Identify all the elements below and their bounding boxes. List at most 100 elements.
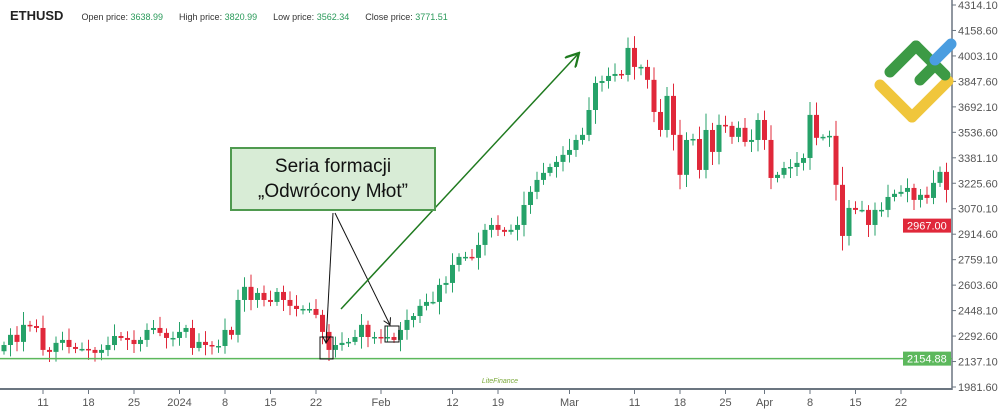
candle-up — [450, 264, 455, 283]
candle-down — [742, 127, 748, 142]
candle-up — [606, 75, 611, 82]
price-tick-label: 2759.10 — [958, 255, 998, 267]
candle-up — [918, 194, 923, 200]
candle-down — [723, 124, 728, 127]
candle-down — [378, 336, 384, 339]
candle-up — [359, 324, 364, 337]
time-tick-label: Apr — [756, 397, 773, 409]
candle-down — [502, 229, 507, 232]
candle-up — [807, 114, 813, 158]
candle-up — [151, 327, 156, 330]
candle-down — [944, 171, 949, 190]
candle-up — [801, 157, 806, 163]
candle-up — [554, 161, 559, 167]
candle-up — [794, 162, 800, 167]
candle-down — [248, 286, 254, 300]
time-tick-label: 19 — [492, 397, 504, 409]
candle-down — [281, 291, 286, 300]
close-price: Close price: 3771.51 — [365, 12, 448, 22]
candle-down — [209, 345, 215, 347]
candle-up — [333, 345, 338, 350]
candle-down — [833, 135, 839, 185]
low-price: Low price: 3562.34 — [273, 12, 349, 22]
candle-down — [313, 308, 319, 315]
open-value: 3638.99 — [130, 12, 164, 22]
candle-up — [567, 149, 572, 155]
candle-down — [157, 327, 163, 333]
time-tick-label: 11 — [37, 397, 48, 409]
candle-down — [73, 346, 78, 349]
candle-down — [729, 125, 735, 137]
candle-up — [60, 339, 65, 343]
candle-up — [625, 47, 631, 75]
candle-down — [86, 348, 91, 351]
price-tick-label: 4314.10 — [958, 0, 998, 12]
candle-down — [294, 305, 299, 309]
watermark-logo: LiteFinance — [482, 378, 518, 385]
price-tick-label: 4158.60 — [958, 25, 998, 37]
candle-down — [677, 134, 683, 175]
candle-up — [105, 345, 111, 350]
price-line-label: 2154.88 — [907, 354, 947, 366]
candle-down — [469, 256, 475, 259]
candle-down — [651, 79, 657, 112]
time-tick-label: 12 — [446, 397, 458, 409]
candle-up — [463, 256, 468, 259]
close-label: Close price: — [365, 12, 413, 22]
candle-up — [99, 349, 104, 353]
open-label: Open price: — [81, 12, 128, 22]
candle-up — [573, 139, 579, 150]
candle-up — [541, 172, 546, 180]
candle-down — [47, 349, 52, 352]
price-tick-label: 3692.10 — [958, 102, 998, 114]
candle-down — [268, 299, 273, 302]
candle-up — [307, 308, 312, 311]
candle-up — [398, 329, 403, 340]
candle-up — [892, 193, 897, 197]
candle-up — [872, 209, 878, 225]
time-tick-label: 8 — [222, 397, 228, 409]
candle-down — [287, 299, 293, 306]
candle-down — [853, 207, 858, 210]
annotation-box: Seria formacji „Odwrócony Młot” — [230, 147, 436, 211]
logo-yellow-stroke — [874, 79, 918, 123]
candle-up — [664, 95, 670, 130]
candle-up — [170, 337, 176, 340]
candle-down — [365, 324, 371, 337]
candle-up — [372, 336, 377, 339]
logo-green-stroke — [884, 40, 922, 78]
time-tick-label: 18 — [82, 397, 94, 409]
candle-up — [788, 166, 793, 169]
candle-up — [404, 319, 410, 330]
logo-blue-stroke — [929, 38, 957, 66]
price-line-label-bg — [903, 351, 951, 366]
low-value: 3562.34 — [316, 12, 350, 22]
candle-down — [125, 337, 130, 340]
candle-up — [905, 187, 910, 192]
price-tick-label: 1981.60 — [958, 382, 998, 394]
candle-up — [339, 342, 345, 346]
candle-down — [762, 119, 767, 140]
price-tick-label: 2137.10 — [958, 357, 998, 369]
price-tick-label: 2448.10 — [958, 306, 998, 318]
price-tick-label: 2603.60 — [958, 280, 998, 292]
time-tick-label: Feb — [372, 397, 391, 409]
candle-down — [924, 194, 930, 198]
candle-down — [645, 66, 650, 80]
candle-up — [898, 191, 904, 194]
candle-down — [27, 324, 33, 327]
candle-up — [612, 73, 618, 76]
candle-up — [385, 336, 390, 339]
candle-down — [164, 332, 169, 338]
candle-up — [885, 196, 891, 210]
hammer-highlight-box — [384, 325, 400, 343]
candle-down — [697, 138, 702, 170]
candle-up — [534, 179, 540, 192]
candle-up — [703, 129, 709, 170]
price-tick-label: 2914.60 — [958, 229, 998, 241]
candle-up — [8, 334, 13, 346]
candle-up — [820, 136, 826, 139]
candle-up — [690, 138, 696, 141]
candle-up — [346, 341, 351, 344]
